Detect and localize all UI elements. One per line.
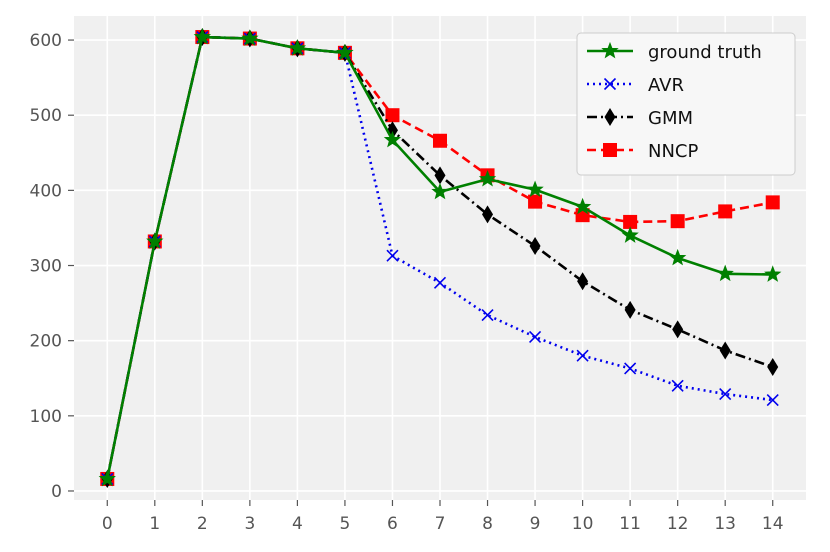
data-point [672, 320, 684, 339]
data-point [670, 214, 685, 229]
data-point [526, 180, 544, 197]
x-tick-label: 12 [667, 514, 689, 534]
grid-lines [74, 16, 806, 500]
y-tick-label: 300 [30, 257, 62, 277]
legend-marker [603, 143, 617, 157]
data-point [766, 393, 779, 407]
data-point [624, 300, 636, 319]
y-tick-label: 400 [30, 181, 62, 201]
data-point [336, 43, 354, 61]
data-point [146, 232, 164, 249]
data-point [481, 309, 494, 322]
legend: ground truth AVR GMM NNCP [576, 32, 796, 176]
data-point [528, 194, 543, 209]
data-point [386, 249, 399, 262]
data-point [671, 379, 684, 392]
y-tick-label: 200 [30, 332, 62, 352]
x-tick-label: 13 [714, 514, 736, 534]
data-point [383, 130, 402, 148]
y-tick-label: 100 [30, 407, 62, 427]
y-tick-label: 500 [30, 106, 62, 126]
data-point [434, 166, 446, 185]
data-point [623, 214, 638, 229]
data-point [482, 205, 494, 224]
legend-label: GMM [648, 108, 693, 129]
x-tick-label: 14 [762, 514, 784, 534]
data-point [529, 236, 541, 255]
legend-label: NNCP [648, 141, 698, 162]
data-point [98, 469, 116, 487]
data-point [193, 27, 212, 45]
data-point [576, 349, 589, 362]
legend-label: AVR [648, 75, 684, 96]
legend-item-nncp: NNCP [587, 141, 698, 162]
legend-item-ground-truth: ground truth [587, 41, 762, 63]
data-point [577, 272, 589, 291]
data-point [765, 195, 780, 210]
x-tick-label: 7 [435, 514, 446, 534]
series-ground-truth [98, 27, 782, 487]
legend-item-avr: AVR [587, 75, 684, 96]
x-tick-label: 2 [197, 514, 208, 534]
data-point [241, 29, 259, 46]
y-tick-label: 0 [51, 482, 62, 502]
legend-marker [604, 108, 616, 126]
x-tick-label: 4 [292, 514, 303, 534]
data-point [431, 182, 449, 200]
legend-label: ground truth [648, 42, 762, 63]
legend-item-gmm: GMM [587, 108, 693, 129]
y-tick-label: 600 [30, 31, 62, 51]
data-point [478, 169, 497, 187]
data-point [573, 197, 592, 215]
legend-marker [603, 77, 617, 91]
data-point [716, 264, 734, 282]
x-tick-label: 3 [244, 514, 255, 534]
data-point [668, 248, 687, 266]
x-tick-label: 9 [530, 514, 541, 534]
data-point [719, 341, 731, 360]
x-tick-label: 1 [149, 514, 160, 534]
data-point [433, 276, 447, 289]
series-layer [98, 27, 782, 488]
data-point [433, 133, 447, 148]
data-point [528, 330, 542, 343]
data-point [719, 387, 732, 401]
data-point [288, 39, 307, 56]
data-point [764, 265, 782, 282]
x-tick-label: 8 [482, 514, 493, 534]
data-point [621, 226, 639, 243]
data-point [385, 108, 400, 123]
x-tick-label: 0 [102, 514, 113, 534]
data-point [767, 357, 779, 376]
data-point [718, 204, 733, 219]
x-tick-label: 11 [619, 514, 641, 534]
data-point [624, 362, 637, 375]
x-tick-label: 10 [572, 514, 594, 534]
x-tick-label: 5 [340, 514, 351, 534]
legend-marker [601, 41, 619, 59]
legend-box [576, 32, 796, 176]
x-tick-label: 6 [387, 514, 398, 534]
